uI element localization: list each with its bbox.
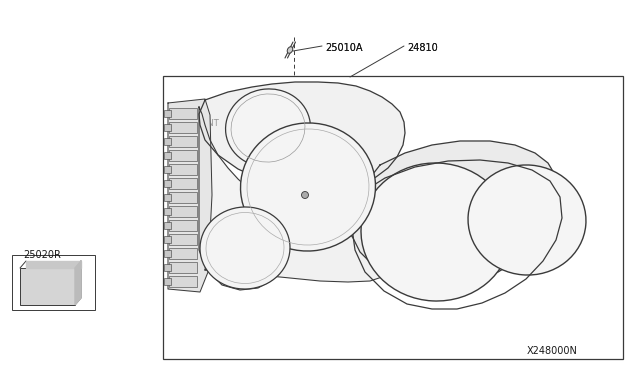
Bar [12, 255, 95, 310]
Bar [169, 178, 197, 189]
Bar [164, 236, 171, 243]
Bar [164, 250, 171, 257]
Bar [169, 276, 197, 287]
Text: 24810: 24810 [407, 43, 438, 53]
Text: 25010A: 25010A [325, 43, 362, 53]
Ellipse shape [241, 123, 376, 251]
Polygon shape [199, 107, 288, 290]
Bar [164, 278, 171, 285]
Ellipse shape [468, 165, 586, 275]
Bar [169, 122, 197, 133]
Bar [164, 152, 171, 159]
Polygon shape [205, 229, 392, 282]
Bar [169, 192, 197, 203]
Bar [164, 208, 171, 215]
Bar [169, 262, 197, 273]
Text: 24810: 24810 [407, 43, 438, 53]
Bar [169, 220, 197, 231]
Text: FRONT: FRONT [190, 119, 219, 128]
Text: X248000N: X248000N [527, 346, 578, 356]
Bar [20, 268, 75, 305]
Bar [163, 76, 623, 359]
Bar [169, 108, 197, 119]
Ellipse shape [287, 47, 292, 53]
Polygon shape [199, 82, 405, 191]
Circle shape [301, 192, 308, 199]
Text: 24813: 24813 [489, 161, 520, 171]
Bar [169, 136, 197, 147]
Text: 25020R: 25020R [23, 250, 61, 260]
Polygon shape [75, 261, 81, 305]
Bar [169, 150, 197, 161]
Polygon shape [350, 141, 558, 283]
Polygon shape [26, 261, 81, 268]
Bar [164, 222, 171, 229]
Ellipse shape [225, 89, 310, 167]
Bar [169, 206, 197, 217]
Bar [164, 124, 171, 131]
Bar [164, 166, 171, 173]
Bar [164, 138, 171, 145]
Polygon shape [168, 99, 212, 292]
Bar [169, 248, 197, 259]
Bar [169, 164, 197, 175]
Text: 25010A: 25010A [325, 43, 362, 53]
Ellipse shape [200, 207, 290, 289]
Bar [164, 194, 171, 201]
Text: 24813: 24813 [489, 161, 520, 171]
Bar [164, 110, 171, 117]
Bar [164, 180, 171, 187]
Ellipse shape [361, 163, 511, 301]
Bar [169, 234, 197, 245]
Bar [164, 264, 171, 271]
